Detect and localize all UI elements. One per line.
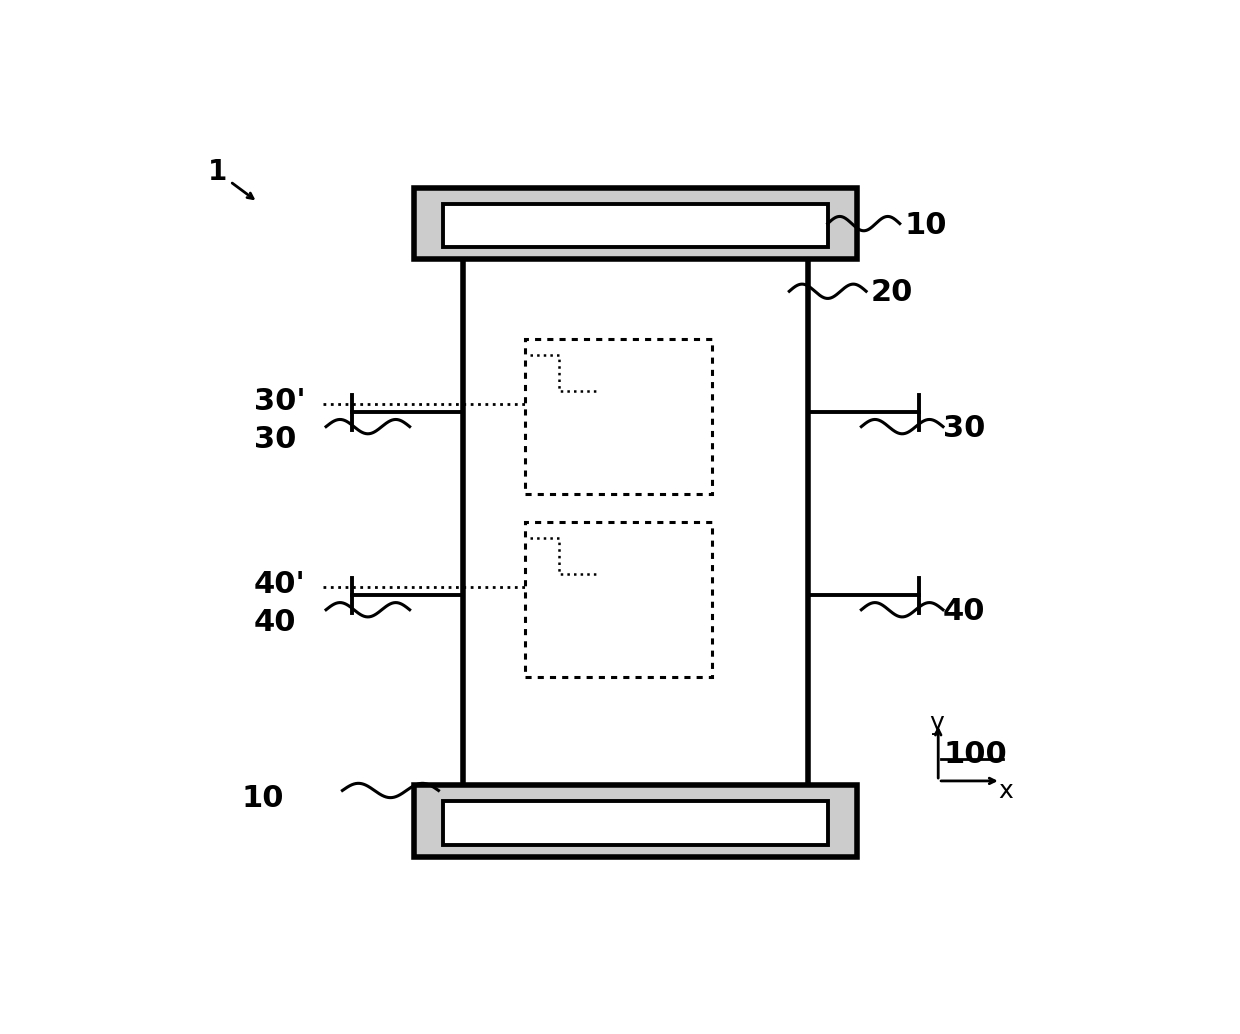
Bar: [525, 522, 713, 677]
Text: 10: 10: [242, 784, 284, 813]
Bar: [444, 204, 828, 247]
Bar: [414, 785, 857, 856]
Bar: [525, 339, 713, 494]
Text: y: y: [930, 710, 945, 735]
Text: 40: 40: [942, 597, 986, 626]
Text: 100: 100: [942, 740, 1007, 769]
Text: x: x: [998, 780, 1013, 803]
Bar: [444, 800, 828, 845]
Text: 40': 40': [254, 570, 306, 599]
Text: 10: 10: [905, 212, 947, 241]
Text: 40: 40: [254, 608, 296, 637]
Text: 30: 30: [942, 414, 986, 443]
Bar: [414, 188, 857, 260]
Text: 20: 20: [870, 278, 914, 307]
Text: 30: 30: [254, 425, 296, 454]
Text: 30': 30': [254, 387, 305, 416]
Bar: [463, 219, 808, 825]
Text: 1: 1: [208, 158, 227, 186]
